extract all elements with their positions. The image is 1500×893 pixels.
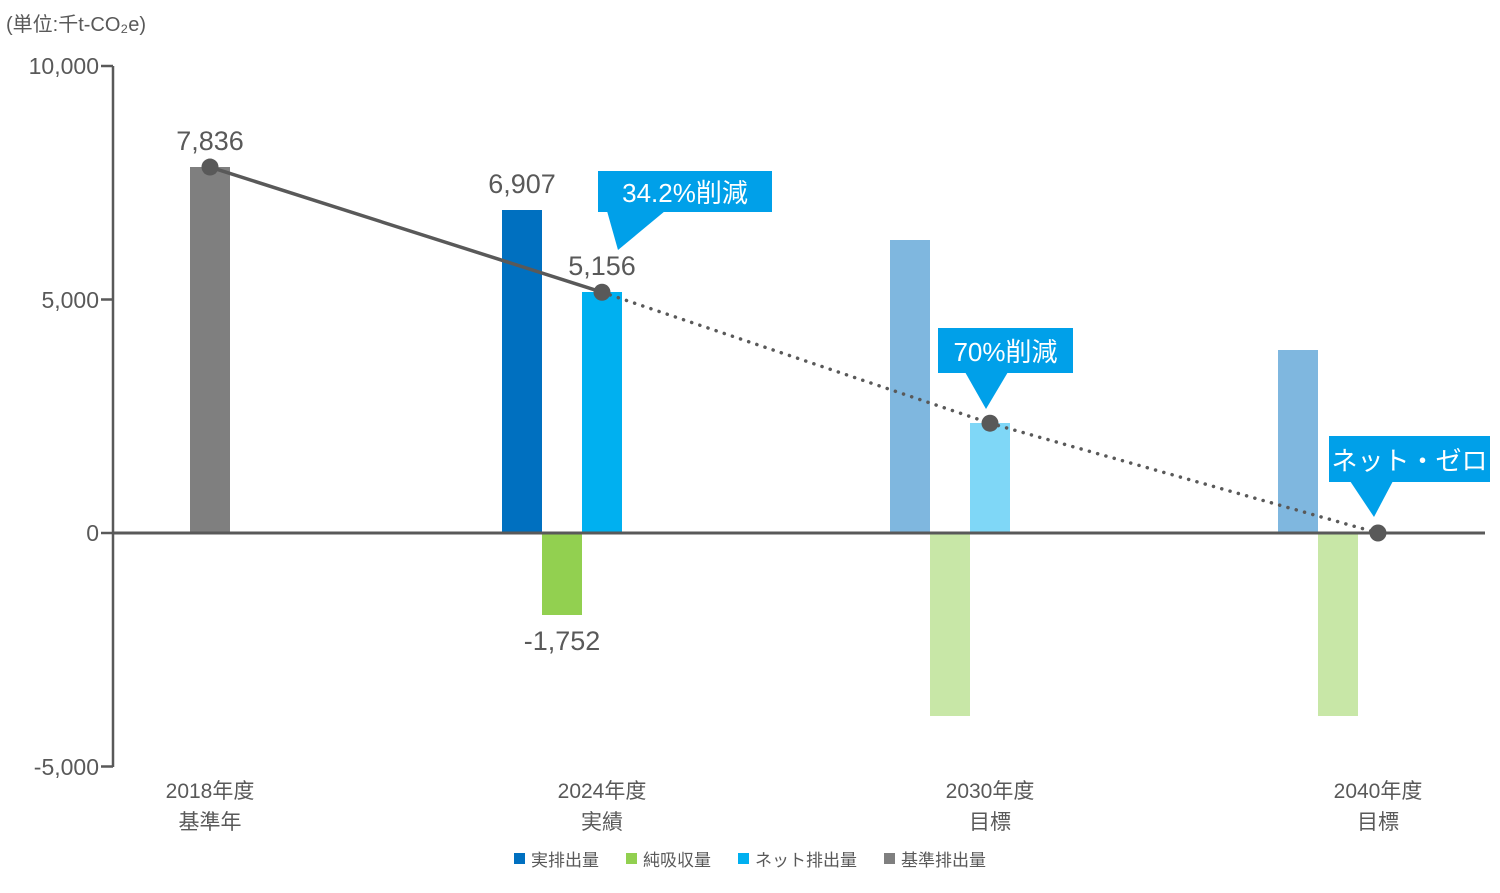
legend-label: 純吸収量 xyxy=(643,851,711,870)
legend-label: 基準排出量 xyxy=(901,851,986,870)
category-sublabel: 目標 xyxy=(1357,811,1399,834)
legend-item-actual-emissions: 実排出量 xyxy=(514,846,599,871)
bar-net-absorption-2040年度 xyxy=(1318,533,1358,716)
category-year: 2040年度 xyxy=(1333,780,1423,803)
legend-swatch-icon xyxy=(738,853,749,864)
legend-swatch-icon xyxy=(884,853,895,864)
callout-text: 34.2%削減 xyxy=(622,178,748,208)
category-year: 2018年度 xyxy=(165,780,255,803)
category-year: 2030年度 xyxy=(945,780,1035,803)
category-sublabel: 目標 xyxy=(969,811,1011,834)
value-label-actual-emissions: 6,907 xyxy=(488,169,556,200)
callout-reduction-2030: 70%削減 xyxy=(938,328,1073,373)
callout-text: 70%削減 xyxy=(953,337,1058,367)
bar-net-absorption-2030年度 xyxy=(930,533,970,716)
legend-item-net-absorption: 純吸収量 xyxy=(626,846,711,871)
callout-reduction-2024: 34.2%削減 xyxy=(598,171,772,212)
y-axis-tick-label: -5,000 xyxy=(33,753,99,780)
value-label-net-emissions: 5,156 xyxy=(568,251,636,282)
y-axis-tick-label: 5,000 xyxy=(41,286,99,313)
category-year: 2024年度 xyxy=(557,780,647,803)
category-label-2040: 2040年度 目標 xyxy=(1334,776,1423,838)
unit-label: (単位:千t-CO₂e) xyxy=(6,14,146,36)
legend-label: 実排出量 xyxy=(531,851,599,870)
y-axis-tick-label: 0 xyxy=(86,520,99,546)
bar-net-absorption-2024年度 xyxy=(542,533,582,615)
value-label-baseline-emissions: 7,836 xyxy=(176,126,244,157)
legend-swatch-icon xyxy=(514,853,525,864)
legend-swatch-icon xyxy=(626,853,637,864)
category-label-2018: 2018年度 基準年 xyxy=(166,776,255,838)
value-label-net-absorption: -1,752 xyxy=(523,625,601,656)
legend-item-baseline-emissions: 基準排出量 xyxy=(884,846,986,871)
legend: 実排出量 純吸収量 ネット排出量 基準排出量 xyxy=(0,846,1500,871)
callout-net-zero-2040: ネット・ゼロ xyxy=(1329,436,1490,482)
category-sublabel: 基準年 xyxy=(178,811,242,834)
legend-label: ネット排出量 xyxy=(755,851,857,870)
category-sublabel: 実績 xyxy=(581,811,623,834)
category-label-2030: 2030年度 目標 xyxy=(946,776,1035,838)
callout-text: ネット・ゼロ xyxy=(1331,445,1488,476)
y-axis-tick-label: 10,000 xyxy=(28,53,99,79)
category-label-2024: 2024年度 実績 xyxy=(558,776,647,838)
legend-item-net-emissions: ネット排出量 xyxy=(738,846,857,871)
